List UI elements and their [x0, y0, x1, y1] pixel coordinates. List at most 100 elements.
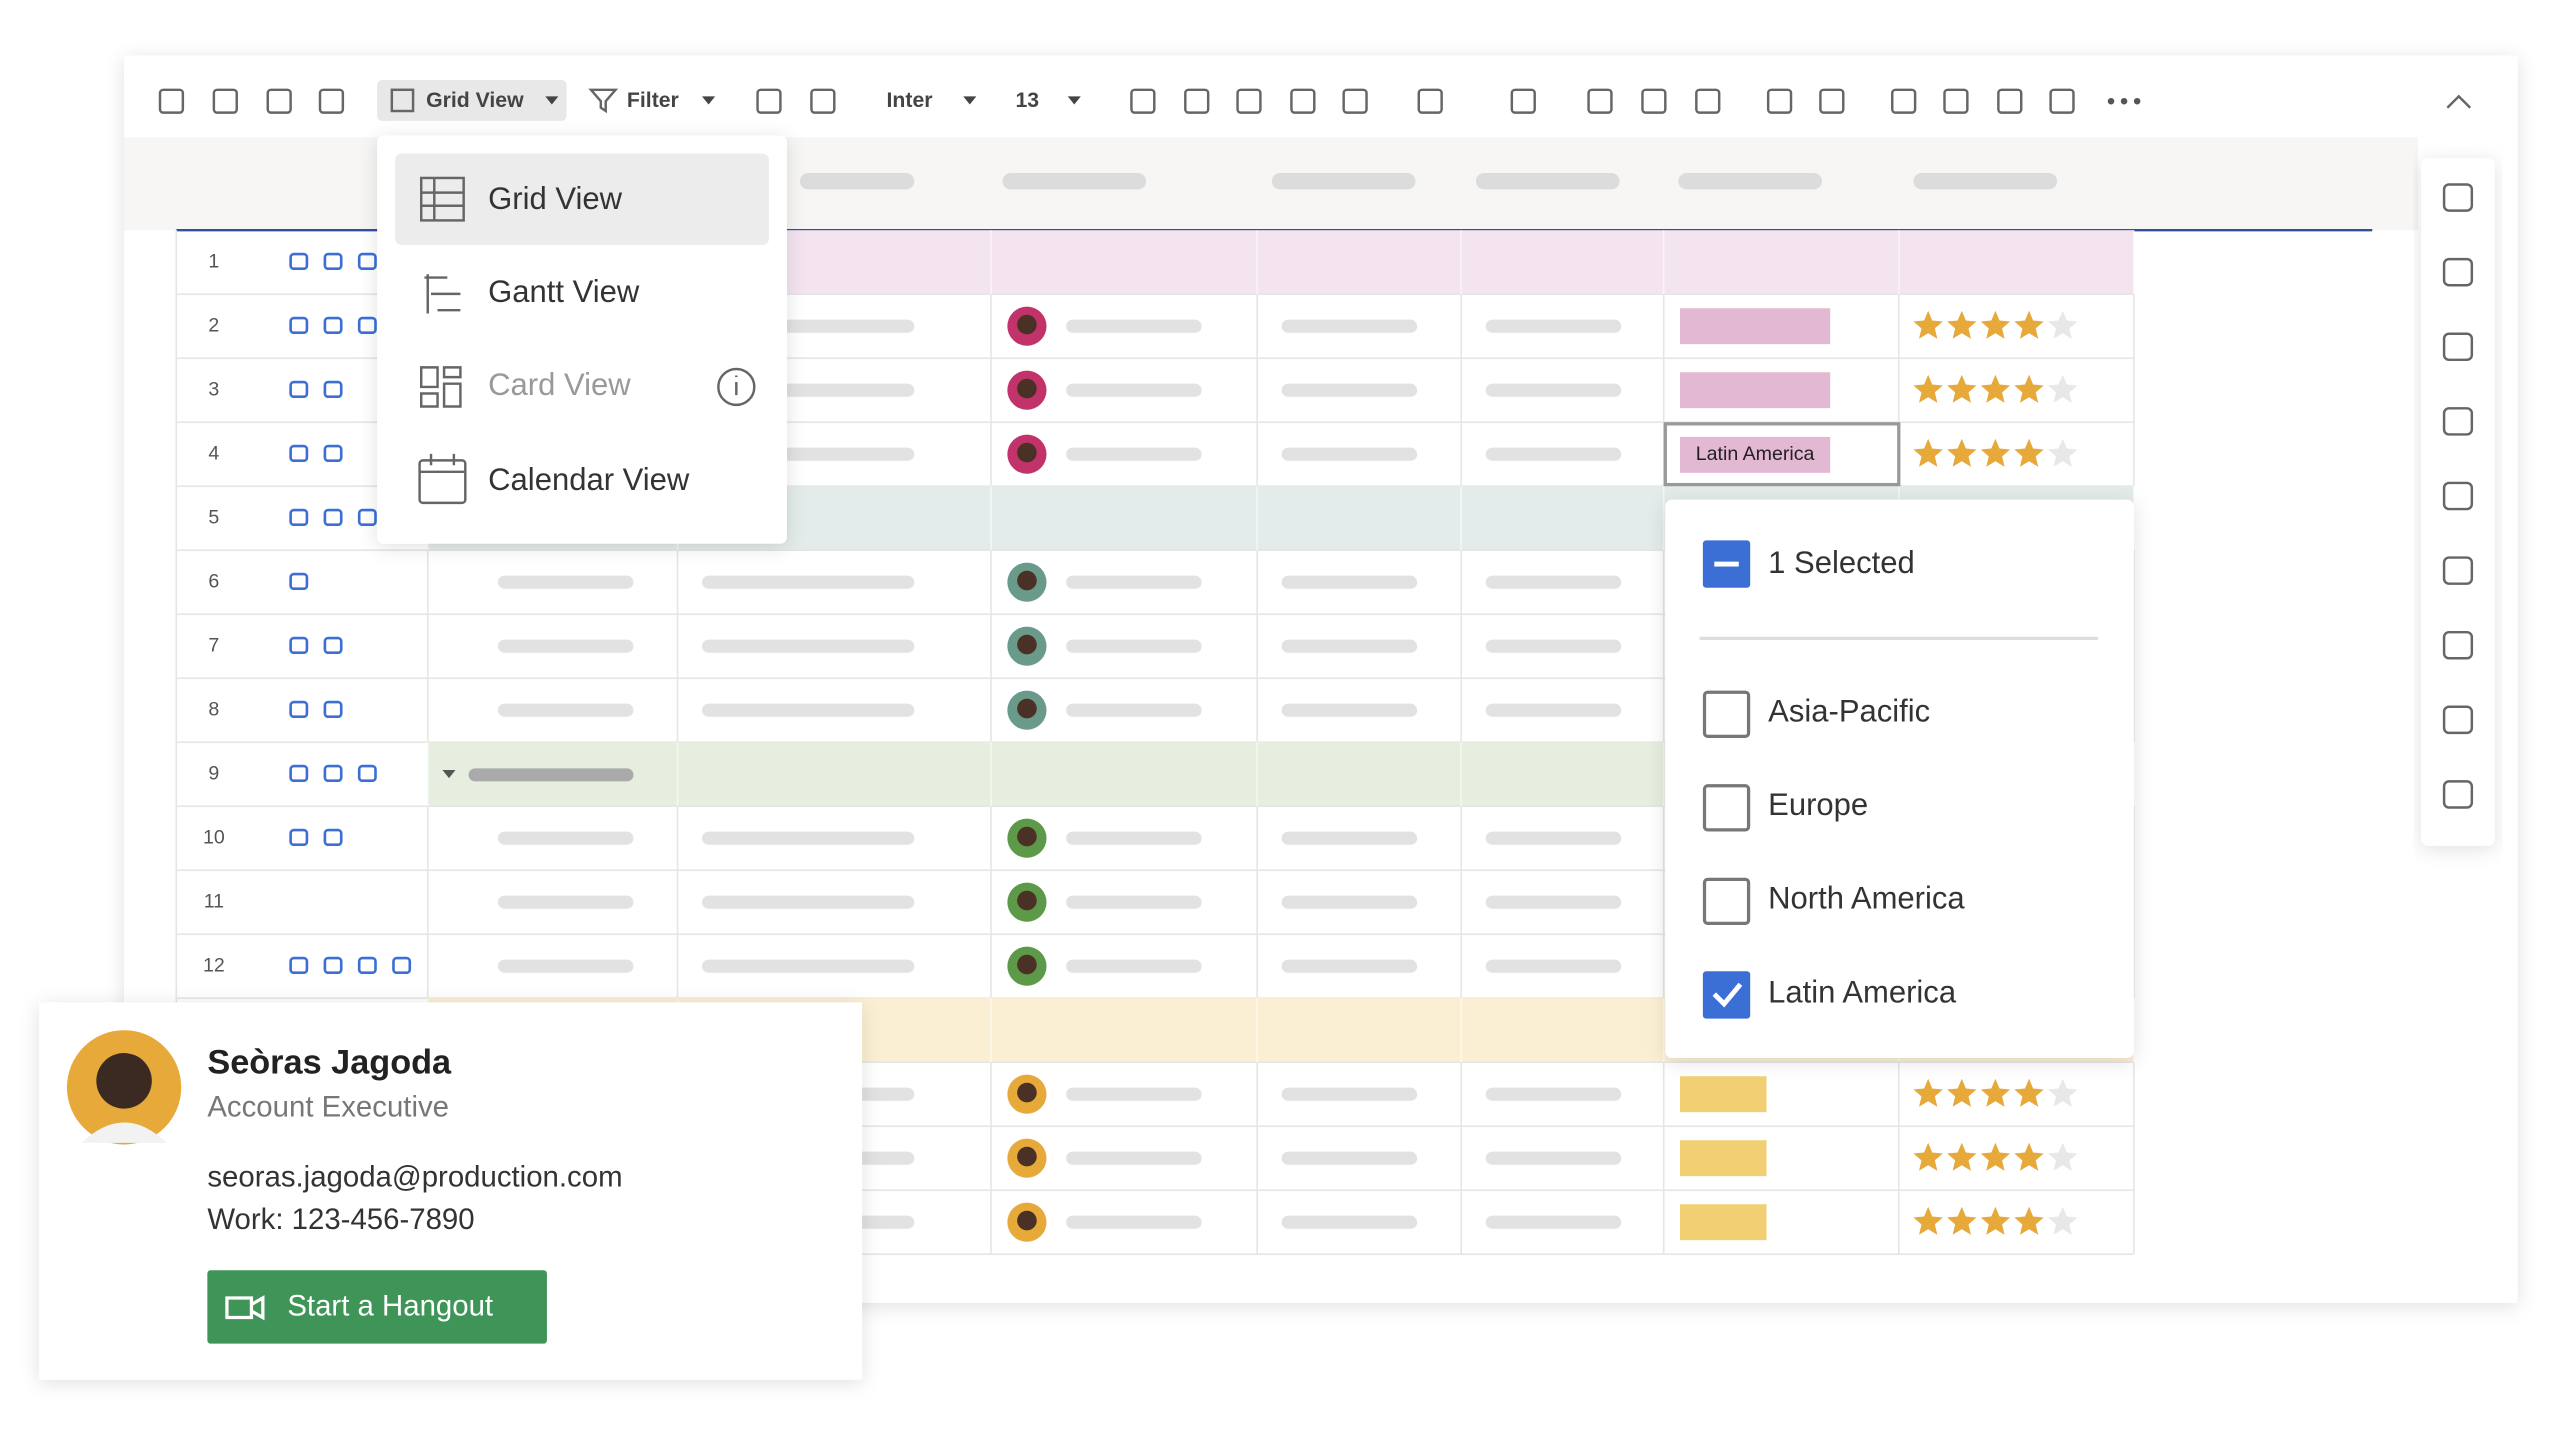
row-icon[interactable] — [323, 316, 343, 335]
side-icon[interactable] — [2442, 183, 2474, 212]
toolbar-icon[interactable] — [1997, 88, 2023, 114]
menu-highlight — [395, 153, 769, 245]
info-icon[interactable] — [717, 367, 756, 407]
toolbar-icon[interactable] — [1587, 88, 1613, 114]
row-number: 9 — [208, 762, 219, 784]
checkbox[interactable] — [1702, 690, 1751, 738]
placeholder-bar — [702, 959, 915, 973]
view-button-label[interactable]: Grid View — [426, 89, 524, 112]
side-icon[interactable] — [2442, 556, 2474, 585]
font-select[interactable]: Inter — [887, 89, 933, 112]
row-icon[interactable] — [289, 508, 309, 527]
row-icon[interactable] — [323, 380, 343, 399]
row-icon[interactable] — [357, 956, 377, 975]
toolbar-icon[interactable] — [266, 88, 292, 114]
toolbar-icon[interactable] — [1290, 88, 1316, 114]
hangout-button-label[interactable]: Start a Hangout — [287, 1290, 493, 1323]
option-label[interactable]: Latin America — [1768, 974, 1957, 1009]
collapse-icon[interactable] — [2446, 94, 2472, 109]
side-icon[interactable] — [2442, 705, 2474, 735]
side-icon[interactable] — [2442, 481, 2474, 511]
row-icon[interactable] — [289, 764, 309, 783]
checkbox[interactable] — [1702, 877, 1751, 926]
checkbox[interactable] — [1702, 784, 1751, 832]
group-toggle[interactable] — [442, 769, 456, 779]
row-icon[interactable] — [289, 252, 309, 271]
row-icon[interactable] — [289, 956, 309, 975]
toolbar-icon[interactable] — [1943, 88, 1969, 114]
row-icon[interactable] — [323, 956, 343, 975]
toolbar-icon[interactable] — [212, 88, 238, 114]
checkbox[interactable] — [1702, 971, 1751, 1019]
contact-role: Account Executive — [207, 1090, 449, 1123]
side-icon[interactable] — [2442, 780, 2474, 809]
contact-email[interactable]: seoras.jagoda@production.com — [207, 1161, 622, 1194]
placeholder-bar — [1281, 1151, 1418, 1165]
row-icon[interactable] — [323, 764, 343, 783]
menu-item[interactable]: Calendar View — [488, 462, 690, 497]
side-icon[interactable] — [2442, 257, 2474, 287]
toolbar-icon[interactable] — [1130, 88, 1156, 114]
option-label[interactable]: North America — [1768, 881, 1965, 916]
more-dot[interactable] — [2120, 97, 2128, 105]
toolbar-icon[interactable] — [1695, 88, 1721, 114]
row-icon[interactable] — [289, 700, 309, 719]
more-dot[interactable] — [2107, 97, 2115, 105]
row-icon[interactable] — [323, 508, 343, 527]
view-button[interactable] — [377, 80, 567, 121]
row-icon[interactable] — [357, 316, 377, 335]
side-icon[interactable] — [2442, 407, 2474, 436]
toolbar-icon[interactable] — [1417, 88, 1443, 114]
font-size-select[interactable]: 13 — [1016, 89, 1040, 112]
toolbar-icon[interactable] — [158, 88, 185, 114]
row-icon[interactable] — [289, 380, 309, 399]
row-icon[interactable] — [357, 508, 377, 527]
toolbar-icon[interactable] — [756, 88, 782, 114]
option-label[interactable]: Europe — [1768, 787, 1868, 822]
option-label[interactable]: Asia-Pacific — [1768, 694, 1930, 729]
row-icon[interactable] — [323, 252, 343, 271]
toolbar-icon[interactable] — [1891, 88, 1917, 114]
row-icon[interactable] — [323, 444, 343, 463]
avatar-face — [1017, 698, 1037, 719]
placeholder-bar — [1485, 575, 1622, 589]
row-icon[interactable] — [289, 572, 309, 591]
row-icon[interactable] — [357, 252, 377, 271]
side-icon[interactable] — [2442, 332, 2474, 362]
toolbar-icon[interactable] — [1819, 88, 1845, 114]
placeholder-bar — [1485, 383, 1622, 397]
toolbar-icon[interactable] — [1184, 88, 1210, 114]
star-rating — [1913, 1078, 2078, 1107]
hangout-button[interactable] — [207, 1270, 547, 1344]
toolbar-icon[interactable] — [2049, 88, 2075, 114]
row-icon[interactable] — [323, 828, 343, 847]
filter-button[interactable]: Filter — [627, 89, 679, 112]
row-icon[interactable] — [289, 828, 309, 847]
row-number: 3 — [208, 378, 219, 400]
placeholder-bar — [1281, 319, 1418, 333]
side-icon[interactable] — [2442, 630, 2474, 660]
menu-item[interactable]: Card View — [488, 367, 631, 402]
toolbar-icon[interactable] — [1510, 88, 1536, 114]
row-icon[interactable] — [289, 444, 309, 463]
menu-item[interactable]: Grid View — [488, 181, 622, 216]
toolbar-icon[interactable] — [810, 88, 836, 114]
toolbar-icon[interactable] — [1342, 88, 1368, 114]
row-icon[interactable] — [289, 316, 309, 335]
row-icon[interactable] — [289, 636, 309, 655]
toolbar-icon[interactable] — [318, 88, 345, 114]
star — [2048, 1142, 2078, 1171]
row-icon[interactable] — [323, 700, 343, 719]
toolbar-icon[interactable] — [1236, 88, 1262, 114]
contact-card: Seòras Jagoda Account Executive seoras.j… — [39, 1002, 863, 1380]
menu-item[interactable]: Gantt View — [488, 274, 640, 309]
placeholder-bar — [1485, 831, 1622, 845]
toolbar-icon[interactable] — [1766, 88, 1793, 114]
more-dot[interactable] — [2133, 97, 2141, 105]
row-icon[interactable] — [357, 764, 377, 783]
row-icon[interactable] — [323, 636, 343, 655]
toolbar-icon[interactable] — [1641, 88, 1667, 114]
row-icon[interactable] — [392, 956, 412, 975]
placeholder-bar — [702, 831, 915, 845]
